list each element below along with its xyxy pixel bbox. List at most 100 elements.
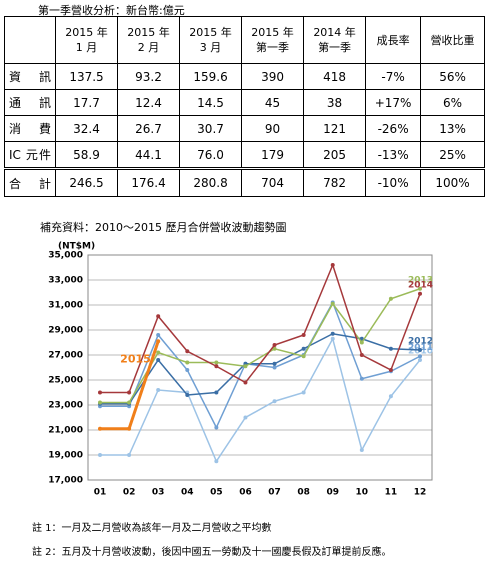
- x-tick-label: 01: [94, 488, 107, 498]
- point: [301, 346, 306, 351]
- point: [272, 365, 277, 370]
- point: [98, 400, 102, 405]
- cell: +17%: [365, 89, 422, 116]
- cell: 17.7: [54, 89, 119, 116]
- row: 消費 32.4 26.7 30.7 90 121 -26% 13%: [4, 115, 485, 142]
- point: [359, 448, 364, 452]
- header-text: 2 月: [137, 41, 160, 54]
- note: 註 2：五月及十月營收波動，後因中國五一勞動及十一國慶長假及訂單提前反應。: [32, 545, 392, 558]
- caption: 第一季營收分析：新台幣:億元: [38, 4, 185, 17]
- series-label: 2011: [408, 343, 433, 353]
- point: [127, 400, 132, 405]
- header-cell: 2015 年第一季: [241, 16, 305, 64]
- x-tick-label: 09: [326, 488, 339, 498]
- point: [330, 331, 335, 336]
- header-cell: 營收比重: [420, 16, 485, 64]
- cell: 44.1: [117, 141, 181, 169]
- cell: 45: [241, 89, 305, 116]
- point: [359, 376, 364, 381]
- row: 資訊 137.5 93.2 159.6 390 418 -7% 56%: [4, 63, 485, 90]
- point: [156, 339, 161, 344]
- point: [388, 368, 393, 372]
- cell: 121: [303, 115, 367, 142]
- header-text: 2014 年: [313, 26, 356, 39]
- header-cell: 成長率: [365, 16, 422, 64]
- x-tick-label: 08: [297, 488, 310, 498]
- cell: 176.4: [117, 167, 181, 197]
- cell: 合計: [4, 167, 56, 197]
- point: [388, 394, 393, 399]
- cell: 6%: [420, 89, 485, 116]
- cell: 消費: [4, 115, 56, 142]
- point: [418, 354, 422, 359]
- y-tick-label: 21,000: [48, 426, 83, 436]
- y-tick-label: 17,000: [48, 476, 83, 486]
- cell: -13%: [365, 141, 422, 169]
- cell: 179: [241, 141, 305, 169]
- point: [272, 361, 277, 366]
- point: [243, 415, 248, 420]
- x-tick-label: 10: [356, 488, 369, 498]
- point: [418, 291, 422, 296]
- header-text: 第一季: [256, 41, 290, 54]
- cell: 246.5: [54, 167, 119, 197]
- cell: 56%: [420, 63, 485, 90]
- point: [185, 368, 190, 372]
- row: 合計 246.5 176.4 280.8 704 782 -10% 100%: [4, 167, 485, 197]
- y-tick-label: 31,000: [48, 301, 83, 311]
- point: [156, 350, 161, 355]
- cell: 30.7: [179, 115, 243, 142]
- point: [156, 358, 161, 362]
- point: [98, 453, 102, 457]
- point: [185, 360, 190, 365]
- point: [214, 390, 219, 395]
- point: [243, 380, 248, 385]
- point: [359, 353, 364, 357]
- header-text: 成長率: [376, 33, 410, 47]
- cell: 13%: [420, 115, 485, 142]
- y-tick-label: 29,000: [48, 326, 83, 336]
- point: [388, 296, 393, 301]
- row: 通訊 17.7 12.4 14.5 45 38 +17% 6%: [4, 89, 485, 116]
- cell: 93.2: [117, 63, 181, 90]
- point: [359, 340, 364, 345]
- point: [214, 364, 219, 369]
- x-tick-label: 05: [210, 488, 223, 498]
- cell: 14.5: [179, 89, 243, 116]
- cell: 137.5: [54, 63, 119, 90]
- point: [214, 459, 219, 464]
- x-tick-label: 03: [152, 488, 165, 498]
- series-label: 2013: [408, 275, 433, 285]
- header-text: 第一季: [318, 41, 352, 54]
- cell: 通訊: [4, 89, 56, 116]
- cell: 704: [241, 167, 305, 197]
- chart-title: 補充資料：2010～2015 歷月合併營收波動趨勢圖: [40, 220, 286, 234]
- point: [156, 333, 161, 337]
- x-tick-label: 06: [239, 488, 252, 498]
- header-text: 營收比重: [430, 33, 475, 47]
- cell: IC 元件: [4, 141, 56, 169]
- header-cell: 2015 年 3 月: [179, 16, 243, 64]
- series-line: [100, 288, 421, 404]
- cell: 26.7: [117, 115, 181, 142]
- y-tick-label: 33,000: [48, 276, 83, 286]
- cell: 38: [303, 89, 367, 116]
- y-tick-label: 23,000: [48, 401, 83, 411]
- cell: 205: [303, 141, 367, 169]
- point: [98, 426, 102, 431]
- header-text: 2015 年: [189, 26, 232, 39]
- point: [418, 358, 422, 362]
- point: [272, 343, 277, 347]
- point: [301, 333, 306, 337]
- point: [214, 425, 219, 430]
- plot-frame: [87, 254, 433, 481]
- cell: 782: [303, 167, 367, 197]
- x-tick-label: 07: [268, 488, 281, 498]
- cell: 76.0: [179, 141, 243, 169]
- point: [127, 453, 132, 457]
- cell: 90: [241, 115, 305, 142]
- series-line: [100, 262, 421, 394]
- row: IC 元件 58.9 44.1 76.0 179 205 -13% 25%: [4, 141, 485, 169]
- header-text: 2015 年: [127, 26, 170, 39]
